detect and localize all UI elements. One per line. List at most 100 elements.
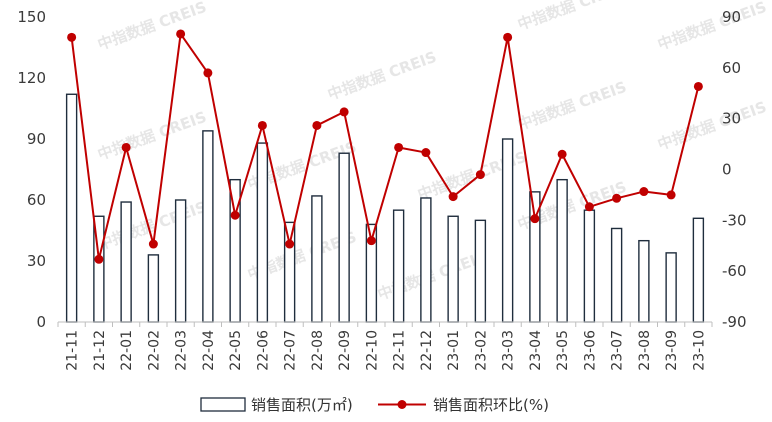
y-left-tick-label: 120 — [17, 69, 46, 87]
watermark-text: 中指数据 CREIS — [325, 48, 439, 104]
x-tick-label: 23-04 — [528, 330, 544, 371]
x-tick-label: 23-08 — [637, 330, 653, 371]
line-point-21-12 — [94, 254, 104, 264]
line-point-23-04 — [530, 214, 540, 224]
x-tick-label: 23-05 — [555, 330, 571, 371]
line-point-22-04 — [203, 68, 213, 78]
x-tick-label: 22-06 — [255, 330, 271, 371]
line-point-23-10 — [693, 81, 703, 91]
axes: 21-11 21-12 22-01 22-02 22-03 22-04 22-05 22-06… — [17, 8, 746, 371]
bar-22-07 — [283, 221, 296, 323]
line-series — [67, 29, 703, 264]
y-right-tick-label: 90 — [722, 8, 741, 26]
y-left-tick-label: 0 — [36, 313, 46, 331]
bar-22-08 — [311, 195, 323, 323]
x-tick-label: 22-02 — [146, 330, 162, 371]
line-point-22-01 — [121, 142, 131, 152]
watermark-text: 中指数据 CREIS — [655, 98, 769, 154]
line-point-22-12 — [421, 148, 431, 158]
line-point-23-05 — [557, 149, 567, 159]
x-tick-label: 21-12 — [92, 330, 108, 371]
line-point-23-02 — [475, 170, 485, 180]
y-right-tick-label: 60 — [722, 59, 741, 77]
x-tick-label: 22-07 — [283, 330, 299, 371]
x-tick-label: 23-10 — [691, 330, 707, 371]
line-point-22-11 — [394, 142, 404, 152]
line-point-22-06 — [257, 120, 267, 130]
y-right-tick-label: -90 — [722, 313, 747, 331]
x-tick-label: 23-01 — [446, 330, 462, 371]
y-left-tick-label: 60 — [27, 191, 46, 209]
line-point-23-06 — [584, 202, 594, 212]
watermark-text: 中指数据 CREIS — [655, 0, 769, 54]
bar-22-09 — [338, 152, 350, 323]
y-right-tick-label: 30 — [722, 110, 741, 128]
line-point-21-11 — [67, 32, 77, 42]
y-right-tick-label: -60 — [722, 262, 747, 280]
line-point-22-02 — [148, 239, 158, 249]
legend-bar-swatch — [200, 397, 246, 412]
legend-line-label: 销售面积环比(%) — [433, 396, 549, 414]
legend-line-marker — [397, 400, 407, 409]
x-tick-label: 22-03 — [174, 330, 190, 371]
x-tick-label: 23-06 — [582, 330, 598, 371]
bar-21-11 — [65, 93, 78, 323]
watermark-text: 中指数据 CREIS — [95, 0, 209, 54]
x-tick-label: 22-01 — [119, 330, 135, 371]
x-tick-label: 23-03 — [501, 330, 517, 371]
y-right-tick-label: 0 — [722, 161, 732, 179]
bar-series — [65, 93, 705, 323]
bar-23-09 — [665, 252, 677, 323]
bar-23-05 — [556, 178, 568, 323]
watermark-text: 中指数据 CREIS — [375, 248, 489, 304]
x-tick-label: 23-02 — [473, 330, 489, 371]
line-path — [70, 32, 700, 261]
y-right-tick-label: -30 — [722, 211, 747, 229]
x-tick-label: 21-11 — [65, 330, 81, 371]
line-point-22-09 — [339, 107, 349, 117]
bar-23-03 — [501, 138, 514, 323]
x-tick-label: 22-05 — [228, 330, 244, 371]
bar-23-08 — [638, 239, 650, 323]
bar-22-01 — [120, 201, 132, 323]
line-point-23-01 — [448, 192, 458, 202]
line-point-23-03 — [503, 32, 513, 42]
bar-22-04 — [202, 130, 214, 323]
x-tick-label: 22-04 — [201, 330, 217, 371]
bar-23-02 — [474, 219, 487, 323]
x-tick-label: 22-09 — [337, 330, 353, 371]
x-tick-label: 22-08 — [310, 330, 326, 371]
x-tick-label: 22-12 — [419, 330, 435, 371]
x-tick-label: 22-11 — [392, 330, 408, 371]
legend-bar-label: 销售面积(万㎡) — [251, 396, 353, 414]
line-point-22-10 — [366, 236, 376, 246]
bar-22-03 — [174, 199, 187, 323]
bar-22-11 — [392, 209, 405, 323]
bar-23-01 — [447, 215, 459, 323]
x-tick-label: 22-10 — [364, 330, 380, 371]
line-point-22-08 — [312, 120, 322, 130]
watermark-text: 中指数据 CREIS — [515, 78, 629, 134]
y-left-tick-label: 150 — [17, 8, 46, 26]
watermark-text: 中指数据 CREIS — [515, 0, 629, 34]
bar-22-12 — [420, 197, 432, 323]
bar-22-02 — [147, 254, 160, 323]
bar-23-07 — [610, 227, 623, 323]
legend: 销售面积(万㎡) 销售面积环比(%) — [200, 396, 549, 414]
bar-22-06 — [256, 142, 269, 323]
line-point-22-05 — [230, 210, 240, 220]
bar-23-10 — [692, 217, 705, 323]
watermark-text: 中指数据 CREIS — [95, 108, 209, 164]
line-point-23-09 — [666, 190, 676, 200]
y-left-tick-label: 90 — [27, 130, 46, 148]
line-point-23-08 — [639, 187, 649, 197]
bar-23-06 — [583, 209, 596, 323]
x-tick-label: 23-07 — [610, 330, 626, 371]
line-point-22-03 — [176, 29, 186, 39]
x-tick-label: 23-09 — [664, 330, 680, 371]
line-point-23-07 — [612, 193, 622, 203]
y-left-tick-label: 30 — [27, 252, 46, 270]
line-point-22-07 — [285, 239, 295, 249]
